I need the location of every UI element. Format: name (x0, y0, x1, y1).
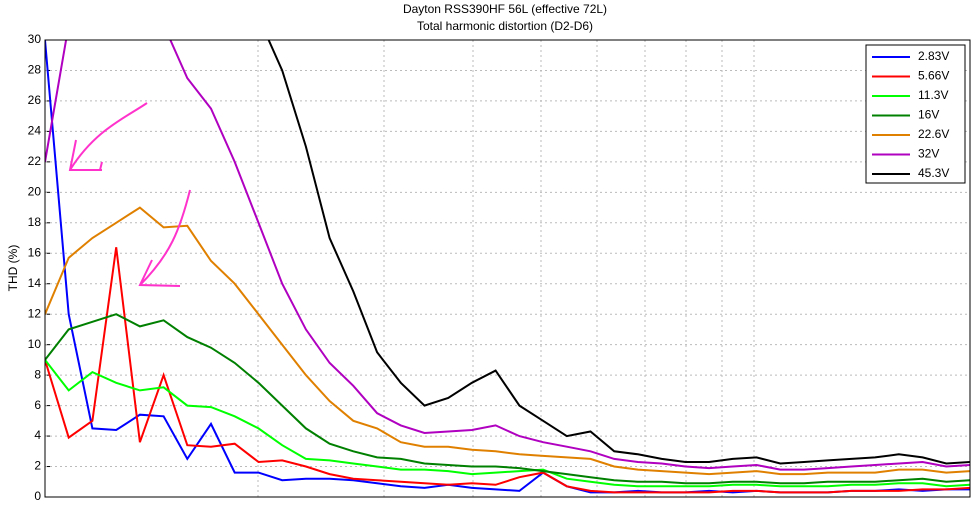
legend-label: 22.6V (918, 127, 949, 141)
legend-label: 2.83V (918, 49, 949, 63)
y-tick-label: 28 (28, 63, 42, 77)
y-tick-label: 16 (28, 245, 42, 259)
series-line (45, 359, 970, 488)
y-tick-label: 14 (28, 276, 42, 290)
y-tick-label: 20 (28, 185, 42, 199)
legend-label: 45.3V (918, 166, 949, 180)
arrow (138, 189, 191, 287)
y-tick-label: 26 (28, 93, 42, 107)
y-tick-label: 30 (28, 32, 42, 46)
chart-subtitle: Total harmonic distortion (D2-D6) (417, 19, 593, 33)
y-tick-label: 18 (28, 215, 42, 229)
vertical-grid (257, 40, 755, 497)
series-line (45, 40, 970, 471)
legend-label: 16V (918, 108, 939, 122)
legend-box (865, 44, 966, 184)
y-tick-label: 24 (28, 124, 42, 138)
series-line (45, 206, 970, 476)
y-tick-label: 4 (34, 428, 41, 442)
plot-lines (45, 40, 970, 494)
legend-label: 32V (918, 147, 939, 161)
annotations (68, 102, 191, 287)
y-tick-label: 0 (34, 489, 41, 503)
y-tick-label: 22 (28, 154, 42, 168)
series-line (45, 247, 970, 494)
series-line (267, 40, 970, 465)
y-tick-label: 12 (28, 306, 42, 320)
arrow (68, 102, 148, 171)
plot-frame (44, 39, 971, 498)
series-line (45, 313, 970, 485)
y-tick-label: 8 (34, 367, 41, 381)
chart-title: Dayton RSS390HF 56L (effective 72L) (403, 2, 607, 16)
legend-label: 11.3V (918, 88, 948, 102)
y-tick-label: 10 (28, 337, 42, 351)
y-axis-label: THD (%) (6, 245, 20, 292)
y-tick-label: 6 (34, 398, 41, 412)
legend-label: 5.66V (918, 69, 949, 83)
legend: 2.83V 5.66V 11.3V 16V 22.6V 32V 45.3V (865, 44, 966, 184)
y-tick-label: 2 (34, 459, 41, 473)
